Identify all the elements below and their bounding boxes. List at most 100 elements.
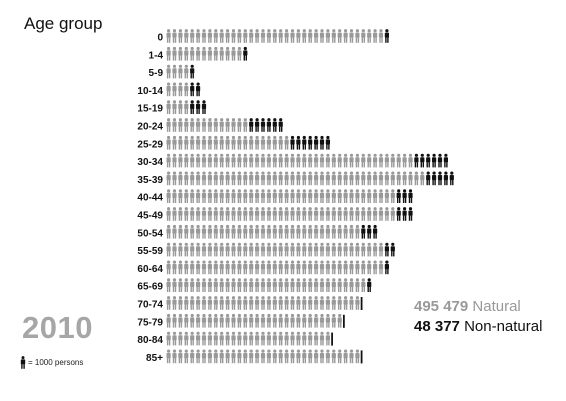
- natural-person-icon: [319, 278, 325, 292]
- bar-row: 10-14: [137, 82, 201, 97]
- natural-person-icon: [196, 313, 201, 328]
- natural-person-icon: [172, 278, 177, 292]
- natural-person-icon: [278, 278, 283, 292]
- natural-person-icon: [237, 313, 242, 328]
- natural-person-icon: [178, 349, 183, 364]
- natural-person-icon: [266, 313, 271, 328]
- natural-person-icon: [190, 224, 195, 239]
- natural-person-icon: [319, 224, 325, 239]
- natural-person-icon: [343, 349, 348, 364]
- natural-person-icon: [243, 278, 248, 292]
- tick-label: 20-24: [137, 122, 163, 133]
- natural-person-icon: [390, 171, 395, 186]
- natural-person-icon: [190, 29, 195, 43]
- natural-person-icon: [190, 242, 195, 257]
- natural-person-icon: [249, 135, 254, 150]
- natural-person-icon: [219, 29, 224, 43]
- natural-person-icon: [355, 29, 360, 43]
- natural-person-icon: [166, 242, 171, 257]
- natural-person-icon: [172, 64, 177, 79]
- natural-person-icon: [231, 242, 236, 257]
- natural-person-icon: [308, 331, 313, 346]
- natural-person-icon: [196, 118, 201, 132]
- natural-person-icon: [361, 207, 366, 221]
- natural-person-icon: [266, 189, 271, 203]
- natural-person-icon: [272, 171, 277, 186]
- natural-person-icon: [190, 331, 195, 346]
- natural-person-icon: [201, 331, 207, 346]
- natural-person-icon: [213, 278, 218, 292]
- natural-person-icon: [231, 118, 236, 132]
- natural-person-icon: [243, 313, 248, 328]
- natural-person-icon: [284, 29, 289, 43]
- natural-person-icon: [231, 260, 236, 275]
- non-natural-person-icon: [361, 224, 366, 239]
- tick-label: 15-19: [137, 104, 163, 115]
- natural-person-icon: [290, 296, 295, 310]
- natural-person-icon: [213, 46, 218, 61]
- natural-person-icon: [325, 171, 330, 186]
- natural-person-icon: [367, 171, 372, 186]
- natural-person-icon: [284, 260, 289, 275]
- natural-person-icon: [314, 242, 319, 257]
- natural-person-icon: [319, 29, 325, 43]
- natural-person-icon: [325, 153, 330, 168]
- natural-person-icon: [237, 189, 242, 203]
- natural-person-icon: [178, 100, 183, 114]
- natural-person-icon: [337, 349, 342, 364]
- natural-person-icon: [237, 46, 242, 61]
- natural-person-icon: [373, 29, 378, 43]
- natural-person-icon: [213, 118, 218, 132]
- natural-person-icon: [373, 207, 378, 221]
- non-natural-partial-icon: [331, 332, 333, 346]
- natural-person-icon: [178, 82, 183, 97]
- natural-person-icon: [260, 189, 266, 203]
- natural-person-icon: [225, 224, 230, 239]
- natural-person-icon: [219, 313, 224, 328]
- natural-person-icon: [166, 278, 171, 292]
- natural-person-icon: [237, 349, 242, 364]
- natural-person-icon: [178, 64, 183, 79]
- bar-row: 55-59: [137, 242, 395, 257]
- natural-person-icon: [243, 207, 248, 221]
- natural-person-icon: [314, 153, 319, 168]
- non-natural-person-icon: [432, 171, 437, 186]
- natural-person-icon: [284, 278, 289, 292]
- natural-person-icon: [331, 296, 336, 310]
- natural-person-icon: [213, 260, 218, 275]
- natural-person-icon: [319, 207, 325, 221]
- natural-person-icon: [190, 278, 195, 292]
- natural-person-icon: [201, 29, 207, 43]
- legend-natural: 495 479 Natural: [414, 297, 542, 317]
- natural-person-icon: [219, 46, 224, 61]
- tick-label: 10-14: [137, 86, 163, 97]
- natural-person-icon: [355, 224, 360, 239]
- natural-person-icon: [302, 331, 307, 346]
- natural-person-icon: [166, 331, 171, 346]
- natural-person-icon: [213, 313, 218, 328]
- natural-person-icon: [343, 278, 348, 292]
- tick-label: 65-69: [137, 282, 163, 293]
- natural-person-icon: [337, 242, 342, 257]
- natural-person-icon: [231, 207, 236, 221]
- natural-person-icon: [278, 242, 283, 257]
- natural-person-icon: [402, 171, 407, 186]
- natural-person-icon: [290, 207, 295, 221]
- natural-person-icon: [302, 313, 307, 328]
- natural-person-icon: [184, 189, 189, 203]
- natural-person-icon: [196, 189, 201, 203]
- natural-person-icon: [225, 260, 230, 275]
- natural-person-icon: [196, 260, 201, 275]
- natural-person-icon: [166, 349, 171, 364]
- bar-row: 60-64: [137, 260, 389, 275]
- natural-person-icon: [308, 313, 313, 328]
- natural-person-icon: [260, 135, 266, 150]
- natural-person-icon: [237, 260, 242, 275]
- natural-person-icon: [190, 46, 195, 61]
- natural-person-icon: [201, 118, 207, 132]
- non-natural-person-icon: [384, 29, 389, 43]
- natural-person-icon: [355, 171, 360, 186]
- natural-person-icon: [337, 207, 342, 221]
- natural-person-icon: [308, 189, 313, 203]
- natural-person-icon: [343, 189, 348, 203]
